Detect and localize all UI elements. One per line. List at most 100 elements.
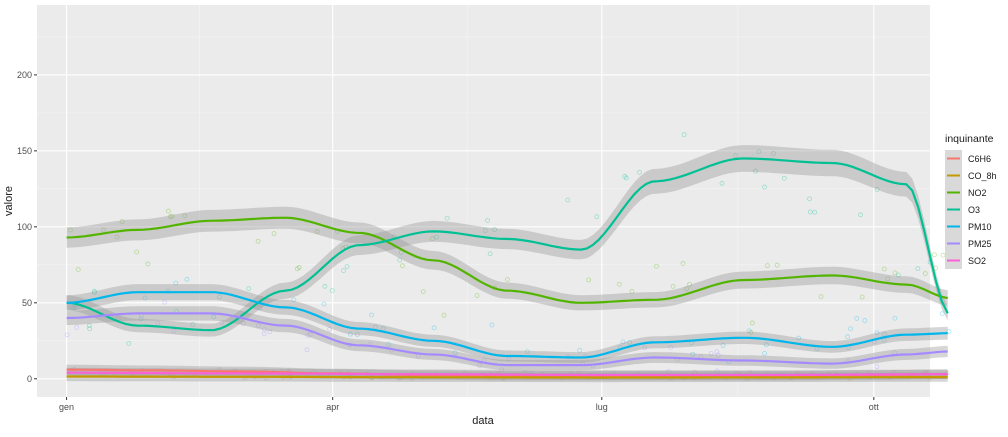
data-point (87, 326, 93, 332)
data-point (397, 257, 403, 263)
data-point (654, 263, 659, 269)
series-line (66, 312, 948, 367)
data-point (764, 342, 769, 348)
data-point (719, 180, 725, 186)
data-point (134, 249, 140, 255)
data-point (255, 323, 261, 329)
y-tick-label: 50 (22, 298, 32, 308)
data-point (881, 266, 887, 272)
data-point (386, 341, 391, 347)
data-point (720, 343, 726, 348)
data-point (629, 288, 635, 294)
data-point (622, 173, 628, 179)
series-line (66, 216, 948, 304)
data-point (119, 219, 125, 224)
legend-label: PM10 (968, 222, 992, 232)
data-point (616, 281, 622, 287)
data-point (166, 208, 171, 214)
data-point (746, 328, 752, 334)
x-tick-label: gen (59, 402, 74, 412)
data-point (305, 333, 311, 338)
data-point (267, 329, 273, 335)
data-point (64, 332, 70, 338)
data-point (322, 283, 328, 289)
y-axis-title: valore (3, 186, 15, 216)
data-point (505, 277, 510, 282)
data-point (240, 321, 246, 326)
series-line (66, 375, 948, 379)
data-point (138, 316, 144, 322)
data-point (684, 286, 690, 292)
confidence-band (66, 145, 948, 337)
confidence-band (66, 306, 948, 371)
data-point (637, 169, 642, 175)
data-point (922, 271, 928, 276)
data-point (765, 263, 770, 269)
y-tick-label: 200 (17, 70, 32, 80)
data-point (162, 299, 168, 305)
data-point (848, 326, 853, 332)
data-point (434, 234, 439, 240)
data-point (940, 252, 946, 258)
data-point (885, 276, 891, 282)
data-point (939, 311, 945, 317)
y-tick-label: 100 (17, 222, 32, 232)
data-point (680, 261, 686, 266)
data-point (489, 322, 495, 328)
data-point (182, 213, 188, 219)
data-point (666, 369, 671, 375)
data-point (499, 367, 505, 373)
legend-label: PM25 (968, 239, 992, 249)
data-point (881, 331, 887, 337)
x-axis-title: data (472, 415, 494, 427)
data-point (895, 272, 901, 278)
data-point (681, 132, 687, 138)
data-point (184, 276, 190, 282)
data-point (594, 214, 600, 220)
data-point (167, 214, 173, 220)
data-point (145, 261, 151, 267)
data-point (762, 184, 767, 190)
data-point (91, 288, 97, 294)
data-point (708, 351, 714, 356)
data-point (304, 347, 310, 353)
data-point (668, 344, 674, 350)
data-point (452, 350, 458, 356)
data-point (854, 316, 860, 321)
data-point (714, 368, 720, 374)
data-point (492, 227, 498, 232)
data-point (171, 328, 177, 334)
x-tick-label: apr (326, 402, 339, 412)
data-point (142, 295, 148, 301)
data-point (762, 350, 767, 356)
x-tick-label: ott (869, 402, 880, 412)
data-point (715, 352, 721, 358)
data-point (733, 153, 739, 158)
data-point (262, 326, 267, 332)
data-point (946, 329, 952, 334)
data-point (101, 227, 107, 233)
data-point (932, 252, 937, 258)
data-point (796, 335, 801, 341)
data-point (114, 234, 120, 240)
data-point (892, 315, 898, 321)
data-point (431, 325, 437, 331)
data-point (915, 266, 921, 272)
data-point (687, 281, 692, 287)
data-point (714, 349, 720, 355)
data-point (862, 318, 868, 323)
data-point (627, 339, 633, 345)
data-point (874, 187, 880, 192)
legend-title: inquinante (945, 133, 994, 145)
data-point (400, 263, 405, 269)
data-point (211, 314, 217, 320)
data-point (642, 345, 648, 351)
x-axis: gen apr lug ott (59, 397, 879, 412)
data-point (217, 294, 222, 300)
legend-label: O3 (968, 205, 980, 215)
data-point (477, 363, 482, 368)
data-point (441, 312, 447, 318)
data-point (344, 264, 350, 269)
legend-label: NO2 (968, 188, 987, 198)
